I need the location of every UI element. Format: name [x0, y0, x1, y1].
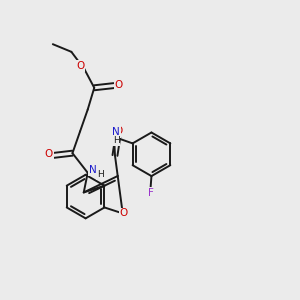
Text: O: O [45, 149, 53, 159]
Text: O: O [76, 61, 85, 71]
Text: N: N [112, 127, 120, 137]
Text: H: H [113, 136, 119, 145]
Text: H: H [97, 170, 104, 179]
Text: O: O [120, 208, 128, 218]
Text: N: N [89, 165, 97, 175]
Text: O: O [115, 80, 123, 90]
Text: O: O [115, 126, 123, 136]
Text: F: F [148, 188, 153, 198]
